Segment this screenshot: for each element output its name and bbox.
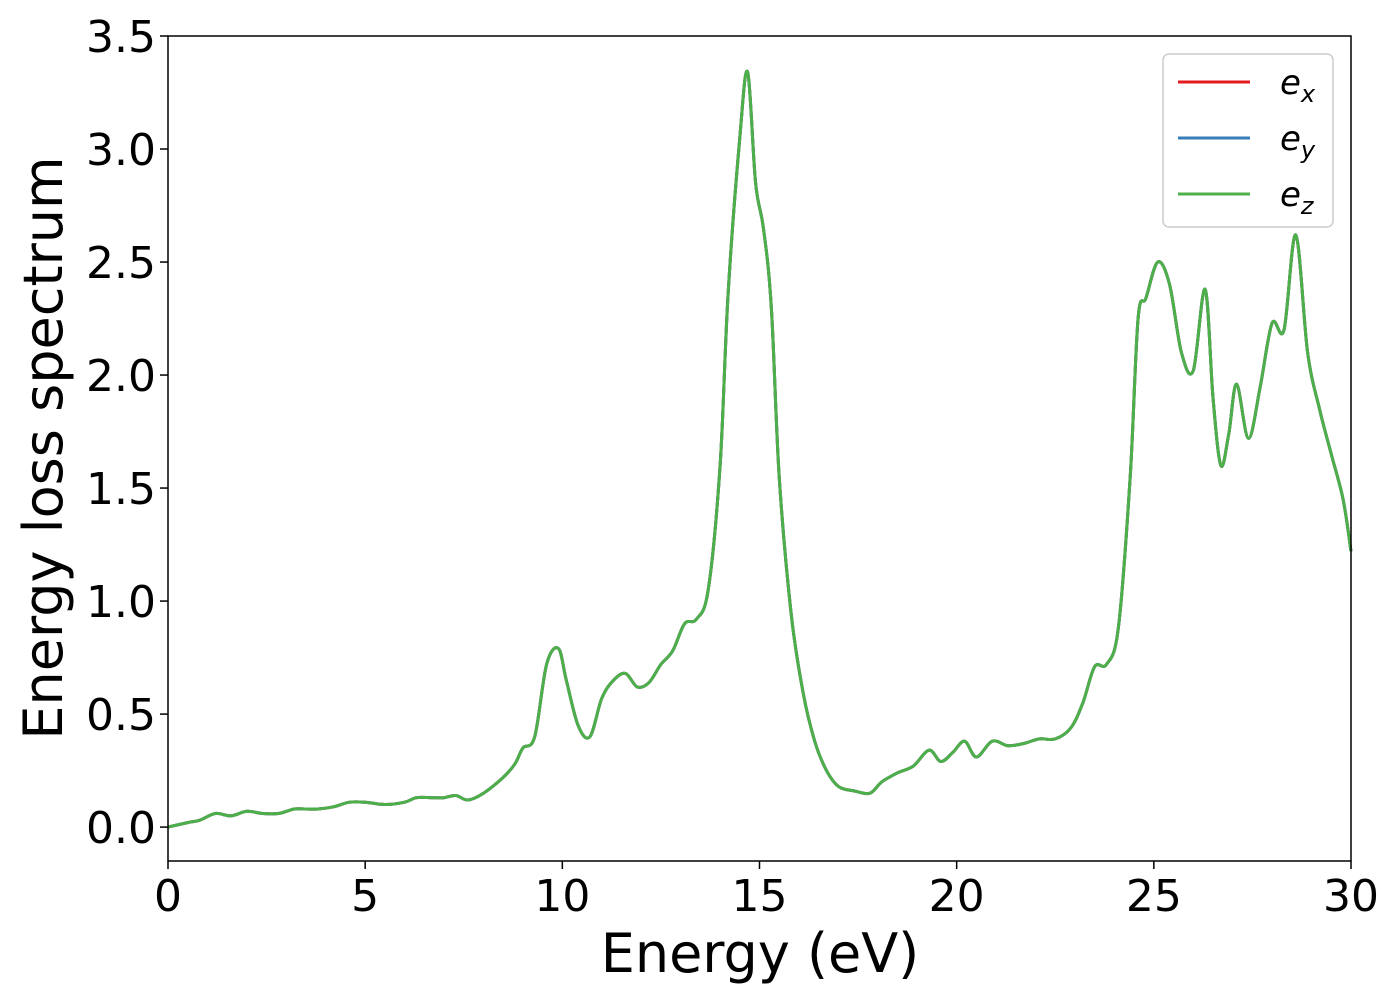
y-axis-title: Energy loss spectrum — [12, 156, 75, 739]
y-tick-label: 2.5 — [86, 238, 156, 289]
y-tick-label: 2.0 — [86, 351, 156, 402]
x-tick-label: 25 — [1126, 871, 1182, 922]
y-tick-label: 1.5 — [86, 464, 156, 515]
y-tick-label: 0.5 — [86, 690, 156, 741]
x-tick-label: 30 — [1323, 871, 1379, 922]
y-tick-label: 0.0 — [86, 803, 156, 854]
y-tick-label: 3.0 — [86, 125, 156, 176]
x-tick-label: 0 — [154, 871, 182, 922]
x-axis-title: Energy (eV) — [601, 922, 920, 985]
x-tick-label: 5 — [351, 871, 379, 922]
x-tick-label: 10 — [534, 871, 590, 922]
legend-box — [1162, 53, 1334, 228]
series-line-ez — [167, 69, 1353, 829]
y-axis-ticks: 0.0 0.5 1.0 1.5 2.0 2.5 3.0 3.5 — [86, 12, 168, 854]
x-tick-label: 15 — [732, 871, 788, 922]
y-tick-label: 1.0 — [86, 577, 156, 628]
y-tick-label: 3.5 — [86, 12, 156, 63]
x-tick-label: 20 — [929, 871, 985, 922]
x-axis-ticks: 0 5 10 15 20 25 30 — [154, 861, 1379, 922]
series-lines — [167, 69, 1353, 829]
